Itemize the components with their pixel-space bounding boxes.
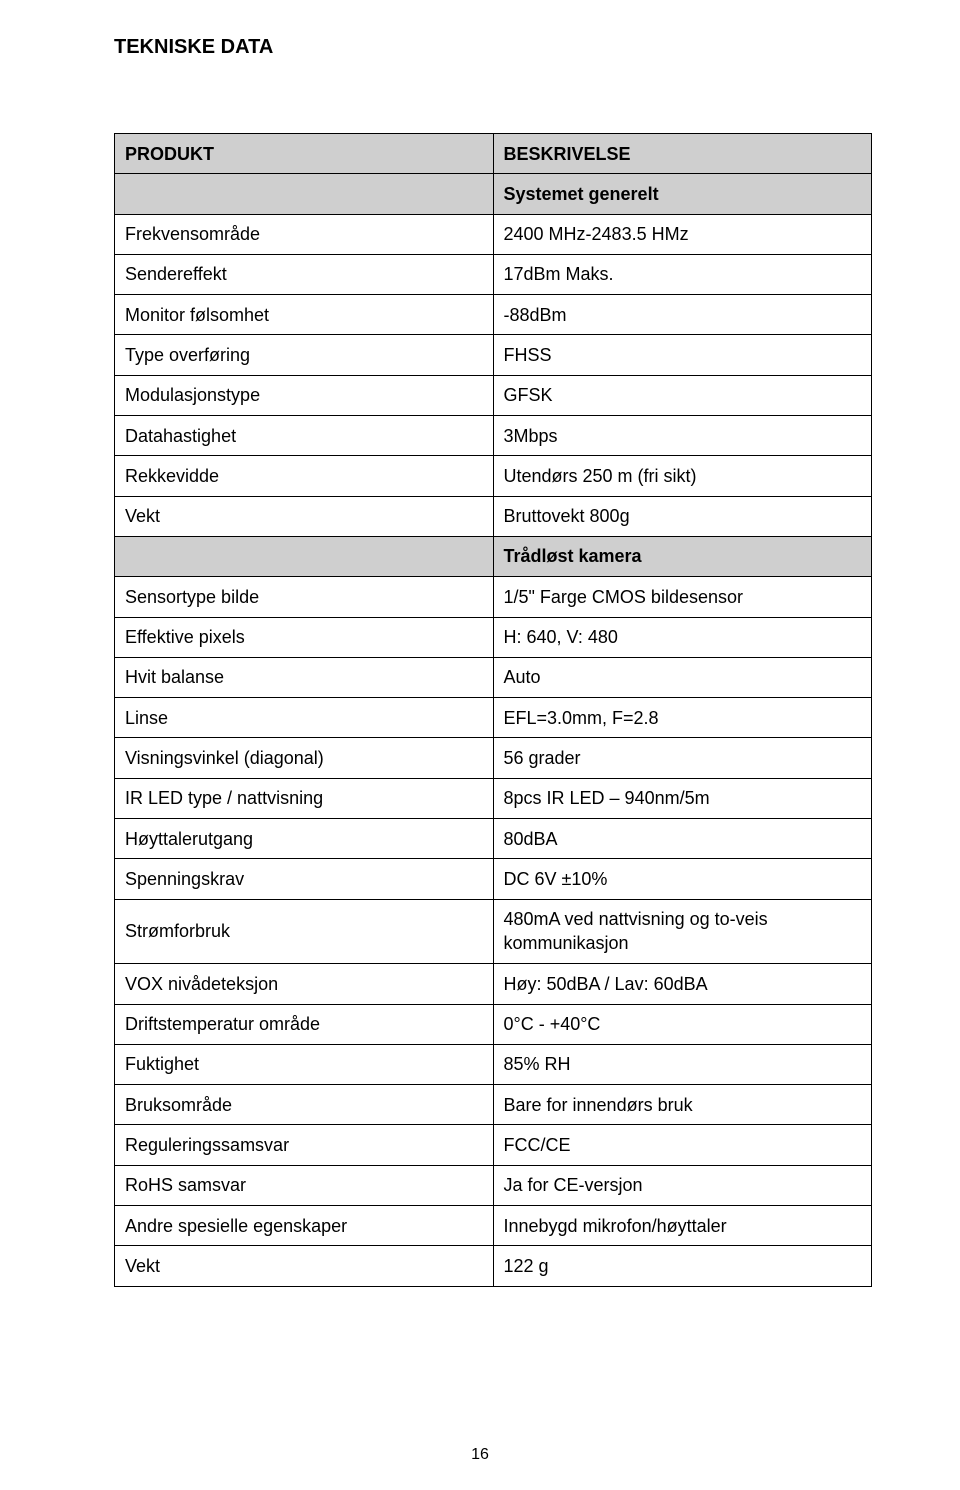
table-row: Andre spesielle egenskaper Innebygd mikr… [115, 1206, 872, 1246]
table-cell-value: 80dBA [493, 819, 872, 859]
table-row: Sensortype bilde 1/5" Farge CMOS bildese… [115, 577, 872, 617]
table-section-blank [115, 536, 494, 576]
table-cell-value: 122 g [493, 1246, 872, 1286]
table-row: Linse EFL=3.0mm, F=2.8 [115, 698, 872, 738]
table-row: VOX nivådeteksjon Høy: 50dBA / Lav: 60dB… [115, 964, 872, 1004]
table-cell-value: Auto [493, 657, 872, 697]
table-cell-value: Bruttovekt 800g [493, 496, 872, 536]
table-cell-value: Ja for CE-versjon [493, 1165, 872, 1205]
table-cell-label: Bruksområde [115, 1085, 494, 1125]
table-row: IR LED type / nattvisning 8pcs IR LED – … [115, 778, 872, 818]
table-header-col2: BESKRIVELSE [493, 134, 872, 174]
table-row: Effektive pixels H: 640, V: 480 [115, 617, 872, 657]
table-cell-value: 1/5" Farge CMOS bildesensor [493, 577, 872, 617]
table-cell-value: Bare for innendørs bruk [493, 1085, 872, 1125]
table-cell-label: Høyttalerutgang [115, 819, 494, 859]
table-section-title: Trådløst kamera [493, 536, 872, 576]
table-cell-value: -88dBm [493, 295, 872, 335]
table-cell-label: Spenningskrav [115, 859, 494, 899]
table-row: Visningsvinkel (diagonal) 56 grader [115, 738, 872, 778]
spec-table: PRODUKT BESKRIVELSE Systemet generelt Fr… [114, 133, 872, 1287]
table-cell-label: Fuktighet [115, 1044, 494, 1084]
table-cell-label: VOX nivådeteksjon [115, 964, 494, 1004]
page-number: 16 [0, 1446, 960, 1464]
table-row: RoHS samsvar Ja for CE-versjon [115, 1165, 872, 1205]
table-row: Datahastighet 3Mbps [115, 416, 872, 456]
table-cell-value: FHSS [493, 335, 872, 375]
table-row: Vekt Bruttovekt 800g [115, 496, 872, 536]
table-row: Hvit balanse Auto [115, 657, 872, 697]
table-row: Frekvensområde 2400 MHz-2483.5 HMz [115, 214, 872, 254]
table-row: Reguleringssamsvar FCC/CE [115, 1125, 872, 1165]
table-cell-label: Effektive pixels [115, 617, 494, 657]
table-cell-value: Høy: 50dBA / Lav: 60dBA [493, 964, 872, 1004]
table-cell-label: Visningsvinkel (diagonal) [115, 738, 494, 778]
table-cell-label: Datahastighet [115, 416, 494, 456]
table-row: Bruksområde Bare for innendørs bruk [115, 1085, 872, 1125]
table-cell-value: GFSK [493, 375, 872, 415]
table-cell-label: Rekkevidde [115, 456, 494, 496]
table-cell-label: Frekvensområde [115, 214, 494, 254]
table-cell-label: Vekt [115, 496, 494, 536]
table-cell-label: Monitor følsomhet [115, 295, 494, 335]
table-row: Modulasjonstype GFSK [115, 375, 872, 415]
table-row: Vekt 122 g [115, 1246, 872, 1286]
table-row: Strømforbruk 480mA ved nattvisning og to… [115, 899, 872, 964]
table-cell-value: Innebygd mikrofon/høyttaler [493, 1206, 872, 1246]
document-page: TEKNISKE DATA PRODUKT BESKRIVELSE System… [0, 0, 960, 1490]
table-cell-value: DC 6V ±10% [493, 859, 872, 899]
page-title: TEKNISKE DATA [114, 36, 872, 59]
table-section-title: Systemet generelt [493, 174, 872, 214]
table-header-col1: PRODUKT [115, 134, 494, 174]
table-row: Driftstemperatur område 0°C - +40°C [115, 1004, 872, 1044]
table-cell-label: IR LED type / nattvisning [115, 778, 494, 818]
table-cell-value: 0°C - +40°C [493, 1004, 872, 1044]
table-cell-value: 17dBm Maks. [493, 254, 872, 294]
table-cell-value: 2400 MHz-2483.5 HMz [493, 214, 872, 254]
table-cell-value: H: 640, V: 480 [493, 617, 872, 657]
table-cell-value: EFL=3.0mm, F=2.8 [493, 698, 872, 738]
table-cell-label: Sensortype bilde [115, 577, 494, 617]
table-row: Fuktighet 85% RH [115, 1044, 872, 1084]
table-cell-label: RoHS samsvar [115, 1165, 494, 1205]
table-cell-label: Strømforbruk [115, 899, 494, 964]
table-header-row: PRODUKT BESKRIVELSE [115, 134, 872, 174]
spec-table-body: PRODUKT BESKRIVELSE Systemet generelt Fr… [115, 134, 872, 1287]
table-cell-value: 56 grader [493, 738, 872, 778]
table-row: Spenningskrav DC 6V ±10% [115, 859, 872, 899]
table-cell-label: Vekt [115, 1246, 494, 1286]
table-row: Sendereffekt 17dBm Maks. [115, 254, 872, 294]
table-cell-label: Reguleringssamsvar [115, 1125, 494, 1165]
table-cell-label: Sendereffekt [115, 254, 494, 294]
table-cell-value: 480mA ved nattvisning og to-veis kommuni… [493, 899, 872, 964]
table-section-blank [115, 174, 494, 214]
table-cell-label: Linse [115, 698, 494, 738]
table-cell-value: Utendørs 250 m (fri sikt) [493, 456, 872, 496]
table-row: Type overføring FHSS [115, 335, 872, 375]
table-cell-value: 3Mbps [493, 416, 872, 456]
table-cell-value: FCC/CE [493, 1125, 872, 1165]
table-cell-label: Type overføring [115, 335, 494, 375]
table-cell-label: Andre spesielle egenskaper [115, 1206, 494, 1246]
table-cell-label: Modulasjonstype [115, 375, 494, 415]
table-cell-value: 85% RH [493, 1044, 872, 1084]
table-row: Høyttalerutgang 80dBA [115, 819, 872, 859]
table-cell-label: Driftstemperatur område [115, 1004, 494, 1044]
table-section-row: Systemet generelt [115, 174, 872, 214]
table-row: Monitor følsomhet -88dBm [115, 295, 872, 335]
table-section-row: Trådløst kamera [115, 536, 872, 576]
table-cell-value: 8pcs IR LED – 940nm/5m [493, 778, 872, 818]
table-cell-label: Hvit balanse [115, 657, 494, 697]
table-row: Rekkevidde Utendørs 250 m (fri sikt) [115, 456, 872, 496]
